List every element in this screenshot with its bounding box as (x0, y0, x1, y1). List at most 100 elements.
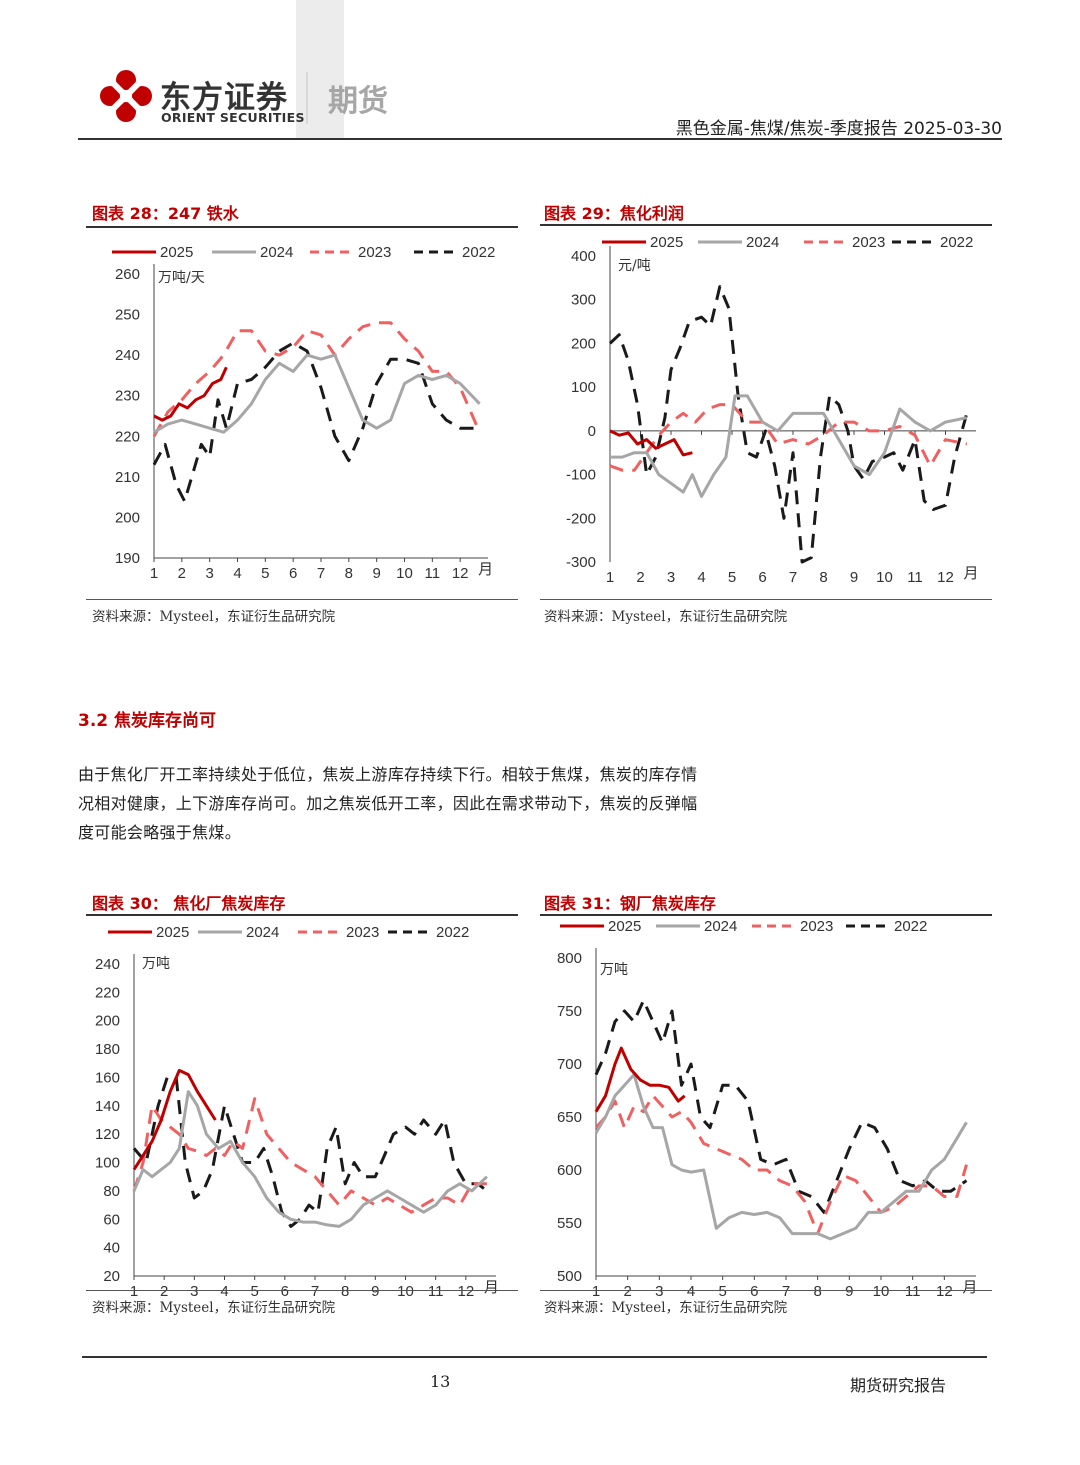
legend-label: 2025 (650, 234, 683, 251)
y-tick-label: 120 (95, 1126, 120, 1143)
y-axis-unit: 万吨 (142, 956, 170, 972)
y-tick-label: 210 (115, 469, 140, 486)
figure-title: 图表 29：焦化利润 (544, 204, 684, 223)
x-axis-unit: 月 (478, 560, 493, 578)
brand-divider (306, 72, 308, 124)
figure-bottom-rule (540, 599, 992, 600)
y-tick-label: 100 (95, 1155, 120, 1172)
legend-label: 2025 (156, 924, 189, 941)
series-line-2025 (153, 366, 228, 422)
chart-coking-profit: 2025 2024 2023 2022 400 300 200 100 0 -100 -200 -30… (540, 226, 992, 598)
series-line-2025 (594, 1046, 686, 1113)
y-tick-label: 160 (95, 1069, 120, 1086)
y-tick-label: -200 (566, 510, 596, 527)
report-title: 黑色金属-焦煤/焦炭-季度报告 2025-03-30 (675, 119, 1002, 139)
footer-label: 期货研究报告 (850, 1376, 947, 1395)
x-tick-label: 6 (750, 1283, 758, 1300)
x-tick-label: 7 (311, 1283, 319, 1300)
figure-source: 资料来源：Mysteel，东证衍生品研究院 (544, 609, 788, 625)
x-tick-label: 11 (425, 565, 441, 582)
x-tick-label: 9 (845, 1283, 853, 1300)
figure-title: 图表 31：钢厂焦炭库存 (544, 894, 716, 913)
series-line-2024 (132, 1090, 488, 1228)
x-tick-label: 5 (261, 565, 269, 582)
body-line: 由于焦化厂开工率持续处于低位，焦炭上游库存持续下行。相较于焦煤，焦炭的库存情 (78, 765, 698, 784)
chart-iron-output: 2025 2024 2023 2022 260 250 240 230 220 210 200 190… (86, 228, 518, 598)
series-line-2022 (132, 1076, 488, 1228)
y-axis-unit: 万吨 (600, 962, 628, 978)
figure-title: 图表 28：247 铁水 (92, 204, 239, 223)
x-tick-label: 6 (281, 1283, 289, 1300)
legend-label: 2022 (436, 924, 469, 941)
x-tick-label: 8 (819, 569, 827, 586)
legend-label: 2022 (462, 244, 495, 261)
brand-name-cn: 东方证券 (160, 80, 288, 116)
x-tick-label: 10 (873, 1283, 890, 1300)
y-tick-label: 200 (95, 1013, 120, 1030)
y-tick-label: 240 (95, 956, 120, 973)
x-tick-label: 7 (317, 565, 325, 582)
figure-bottom-rule (86, 1290, 518, 1291)
x-tick-label: 9 (850, 569, 858, 586)
chart-svg: 2025 2024 2023 2022260250240230220210200190… (112, 244, 495, 582)
series-line-2025 (132, 1068, 217, 1171)
x-tick-label: 6 (758, 569, 766, 586)
legend-label: 2025 (160, 244, 193, 261)
y-tick-label: 650 (557, 1109, 582, 1126)
legend-label: 2025 (608, 918, 641, 935)
y-axis-unit: 元/吨 (618, 258, 651, 274)
series-line-2022 (152, 341, 480, 503)
x-axis-unit: 月 (964, 564, 979, 582)
x-tick-label: 8 (341, 1283, 349, 1300)
chart-mill-coke-inventory: 2025 2024 2023 2022 800 750 700 650 600 550 500 1 2 3… (540, 916, 992, 1300)
x-tick-label: 10 (397, 1283, 414, 1300)
brand-unit: 期货 (328, 84, 388, 119)
body-line: 度可能会略强于焦煤。 (78, 823, 242, 842)
x-axis-unit: 月 (484, 1278, 499, 1296)
x-tick-label: 4 (687, 1283, 695, 1300)
x-tick-label: 12 (937, 569, 954, 586)
figure-source: 资料来源：Mysteel，东证衍生品研究院 (92, 609, 336, 625)
series-line-2023 (609, 403, 968, 472)
figure-title-rule (86, 914, 518, 916)
figure-title-rule (540, 224, 992, 226)
y-tick-label: 40 (103, 1240, 120, 1257)
y-tick-label: 300 (571, 292, 596, 309)
figure-title-rule (86, 226, 518, 228)
page-number: 13 (430, 1372, 451, 1391)
section-title: 3.2 焦炭库存尚可 (78, 711, 217, 731)
y-tick-label: 800 (557, 950, 582, 967)
x-tick-label: 5 (250, 1283, 258, 1300)
y-tick-label: 220 (115, 428, 140, 445)
x-tick-label: 3 (655, 1283, 663, 1300)
x-tick-label: 2 (160, 1283, 168, 1300)
series-line-2024 (610, 394, 968, 498)
x-tick-label: 1 (130, 1283, 138, 1300)
chart-svg: 2025 2024 2023 2022240220200180160140120100… (95, 924, 499, 1300)
y-tick-label: 250 (115, 307, 140, 324)
legend-label: 2024 (746, 234, 779, 251)
brand-name-en: ORIENT SECURITIES (161, 110, 305, 125)
legend-label: 2024 (246, 924, 279, 941)
legend-label: 2023 (852, 234, 885, 251)
y-tick-label: 550 (557, 1215, 582, 1232)
y-tick-label: 240 (115, 347, 140, 364)
legend-label: 2024 (704, 918, 737, 935)
x-tick-label: 3 (667, 569, 675, 586)
x-tick-label: 12 (936, 1283, 953, 1300)
x-axis-unit: 月 (962, 1278, 977, 1296)
figure-30-panel: 图表 30： 焦化厂焦炭库存 2025 2024 2023 2022 240 220 200… (86, 886, 518, 1326)
x-tick-label: 11 (907, 569, 923, 586)
figure-source: 资料来源：Mysteel，东证衍生品研究院 (544, 1300, 788, 1316)
figure-bottom-rule (540, 1290, 992, 1291)
y-axis-unit: 万吨/天 (158, 270, 205, 286)
y-tick-label: 60 (103, 1211, 120, 1228)
legend-label: 2022 (894, 918, 927, 935)
y-tick-label: 500 (557, 1268, 582, 1285)
y-tick-label: 260 (115, 266, 140, 283)
series-line-2022 (594, 998, 968, 1214)
footer-rule (82, 1356, 987, 1358)
y-tick-label: -300 (566, 554, 596, 571)
figure-28-panel: 图表 28：247 铁水 2025 2024 2023 2022 260 250 240 23… (86, 196, 518, 636)
